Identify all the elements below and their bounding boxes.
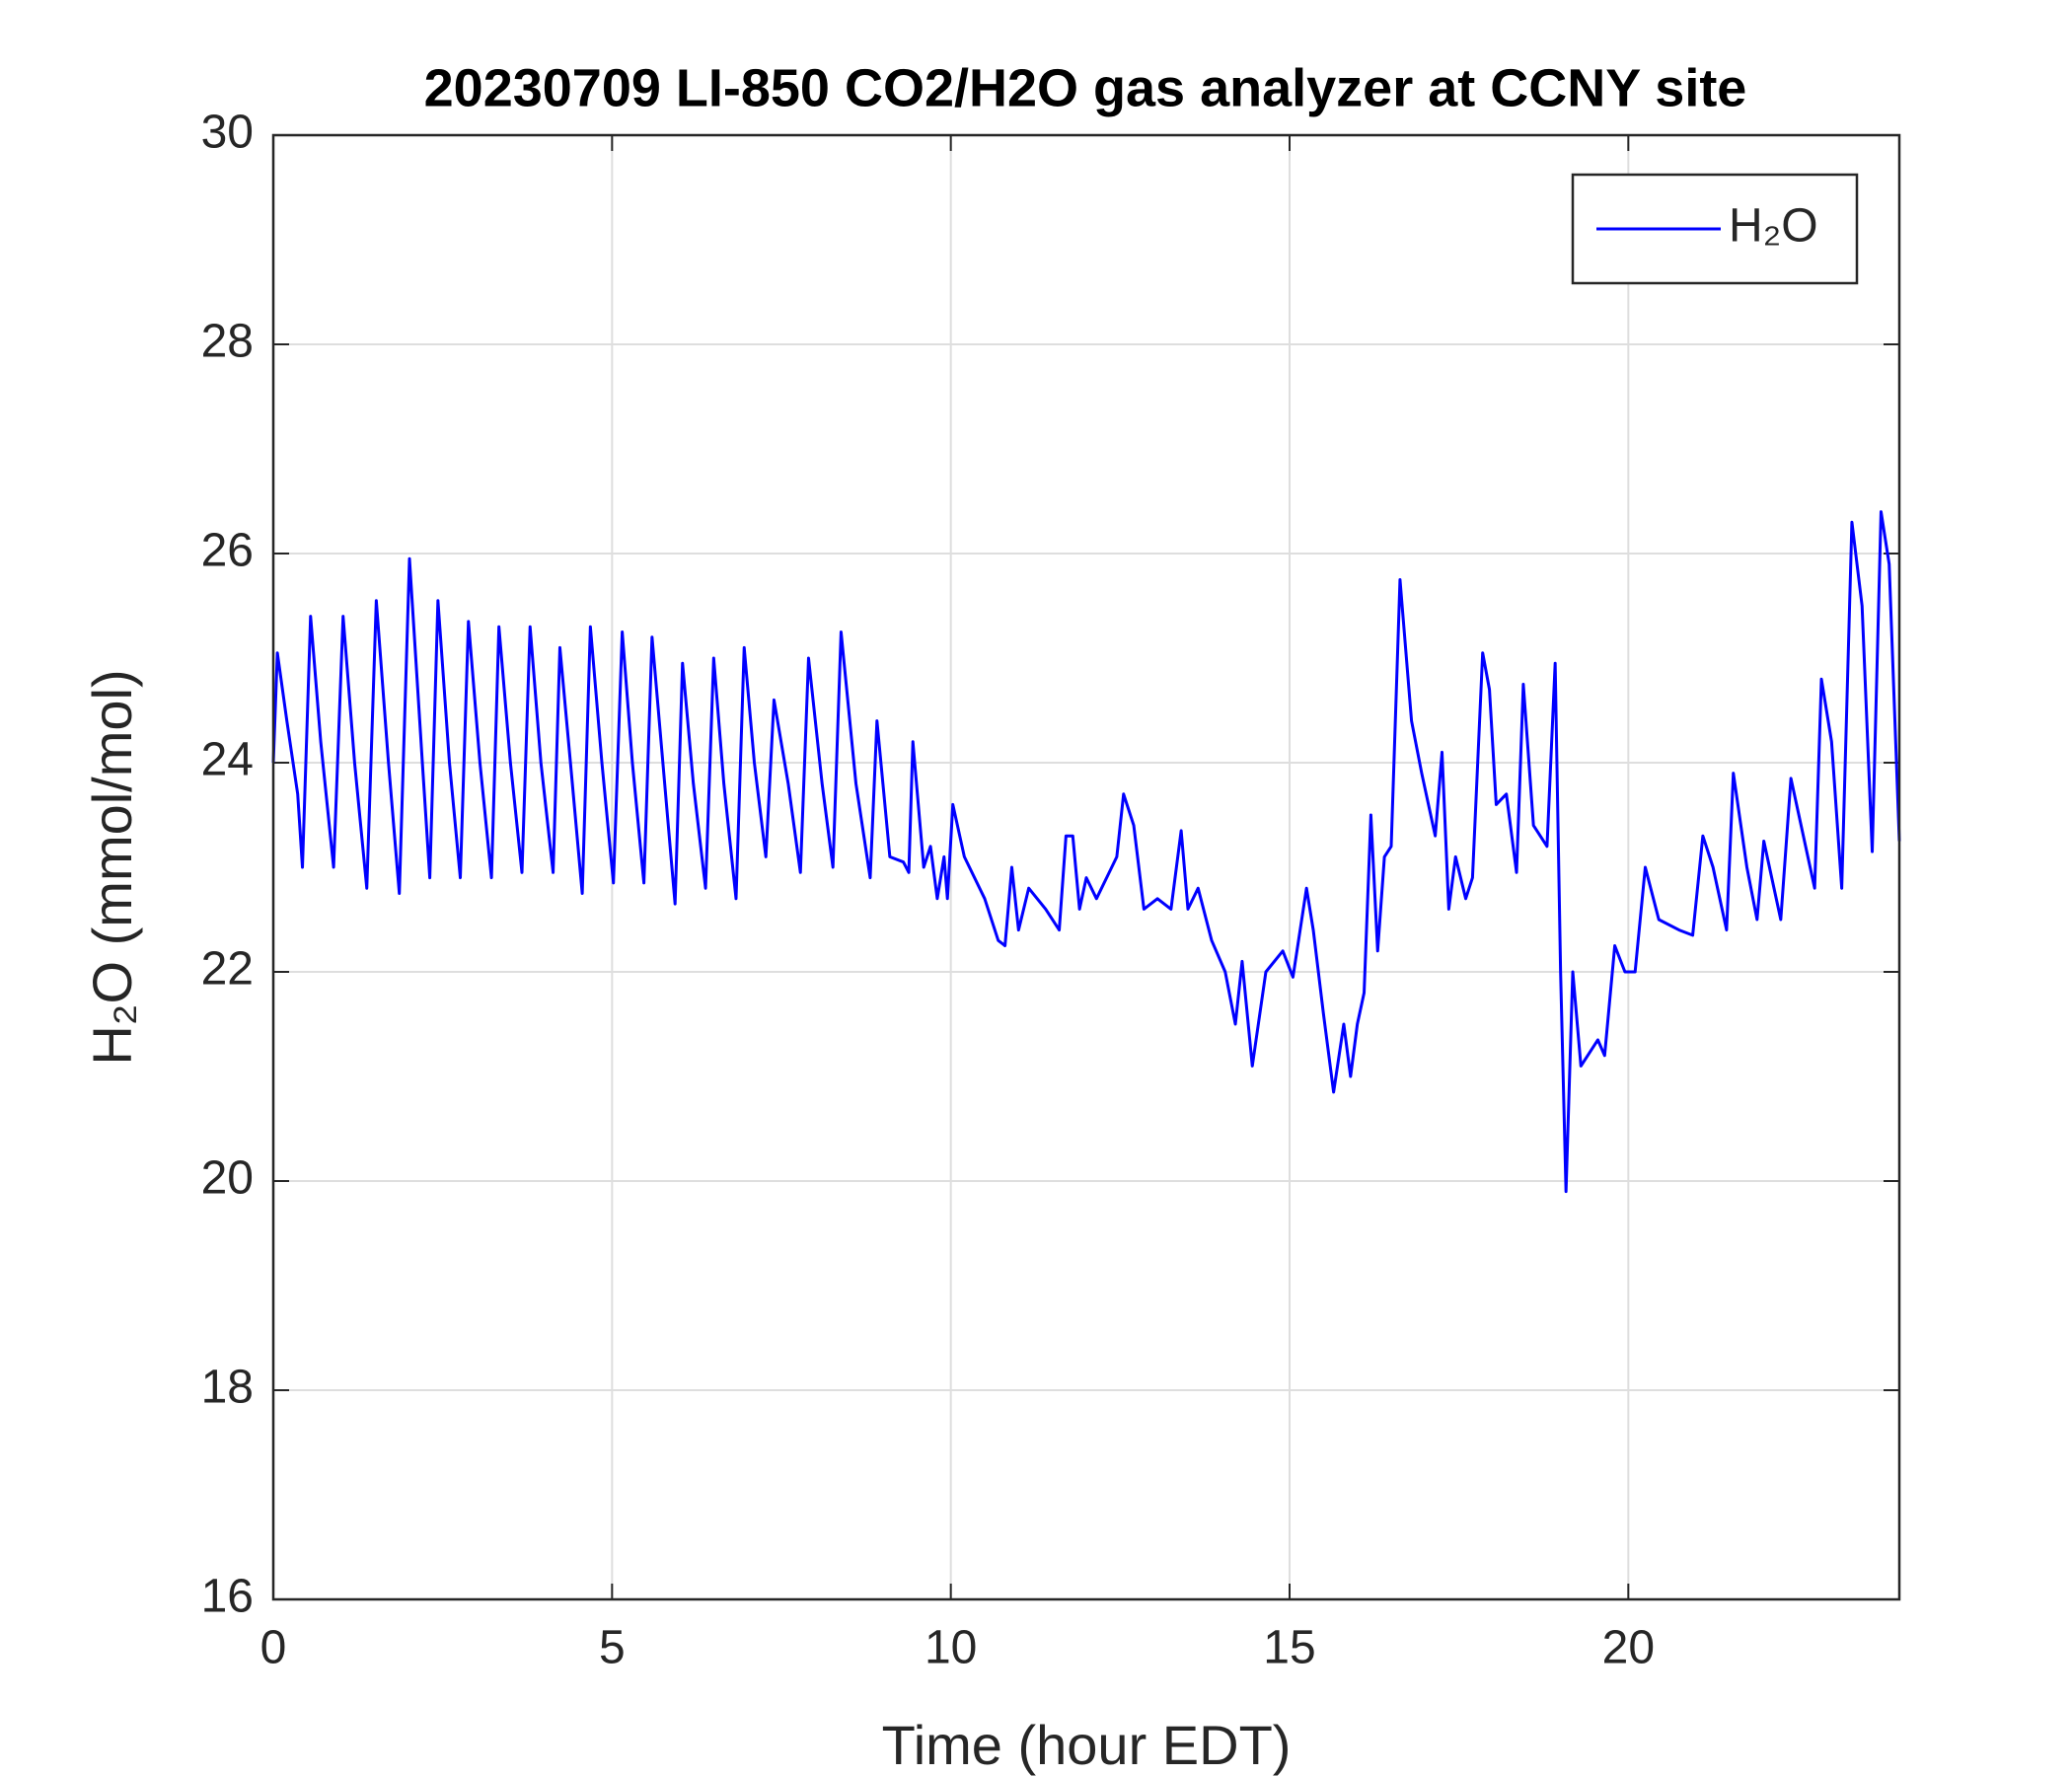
x-tick-label: 10: [925, 1622, 977, 1674]
y-tick-label: 16: [201, 1571, 254, 1623]
x-tick-label: 0: [260, 1622, 287, 1674]
y-tick-label: 22: [201, 943, 254, 996]
y-tick-label: 20: [201, 1152, 254, 1205]
x-tick-label: 5: [599, 1622, 626, 1674]
legend-label: H₂O: [1729, 200, 1818, 253]
x-tick-label: 15: [1263, 1622, 1315, 1674]
y-axis-label: H₂O (mmol/mol): [81, 669, 143, 1065]
x-axis-label: Time (hour EDT): [882, 1714, 1292, 1776]
axes-box: [271, 133, 1901, 1601]
y-tick-label: 24: [201, 734, 254, 786]
y-tick-label: 28: [201, 316, 254, 368]
chart-title: 20230709 LI-850 CO2/H2O gas analyzer at …: [424, 58, 1747, 117]
y-tick-label: 30: [201, 107, 254, 159]
x-tick-label: 20: [1602, 1622, 1655, 1674]
y-tick-label: 26: [201, 525, 254, 577]
plot-area: [273, 135, 1899, 1599]
y-tick-label: 18: [201, 1362, 254, 1414]
data-line: [271, 510, 1901, 1194]
